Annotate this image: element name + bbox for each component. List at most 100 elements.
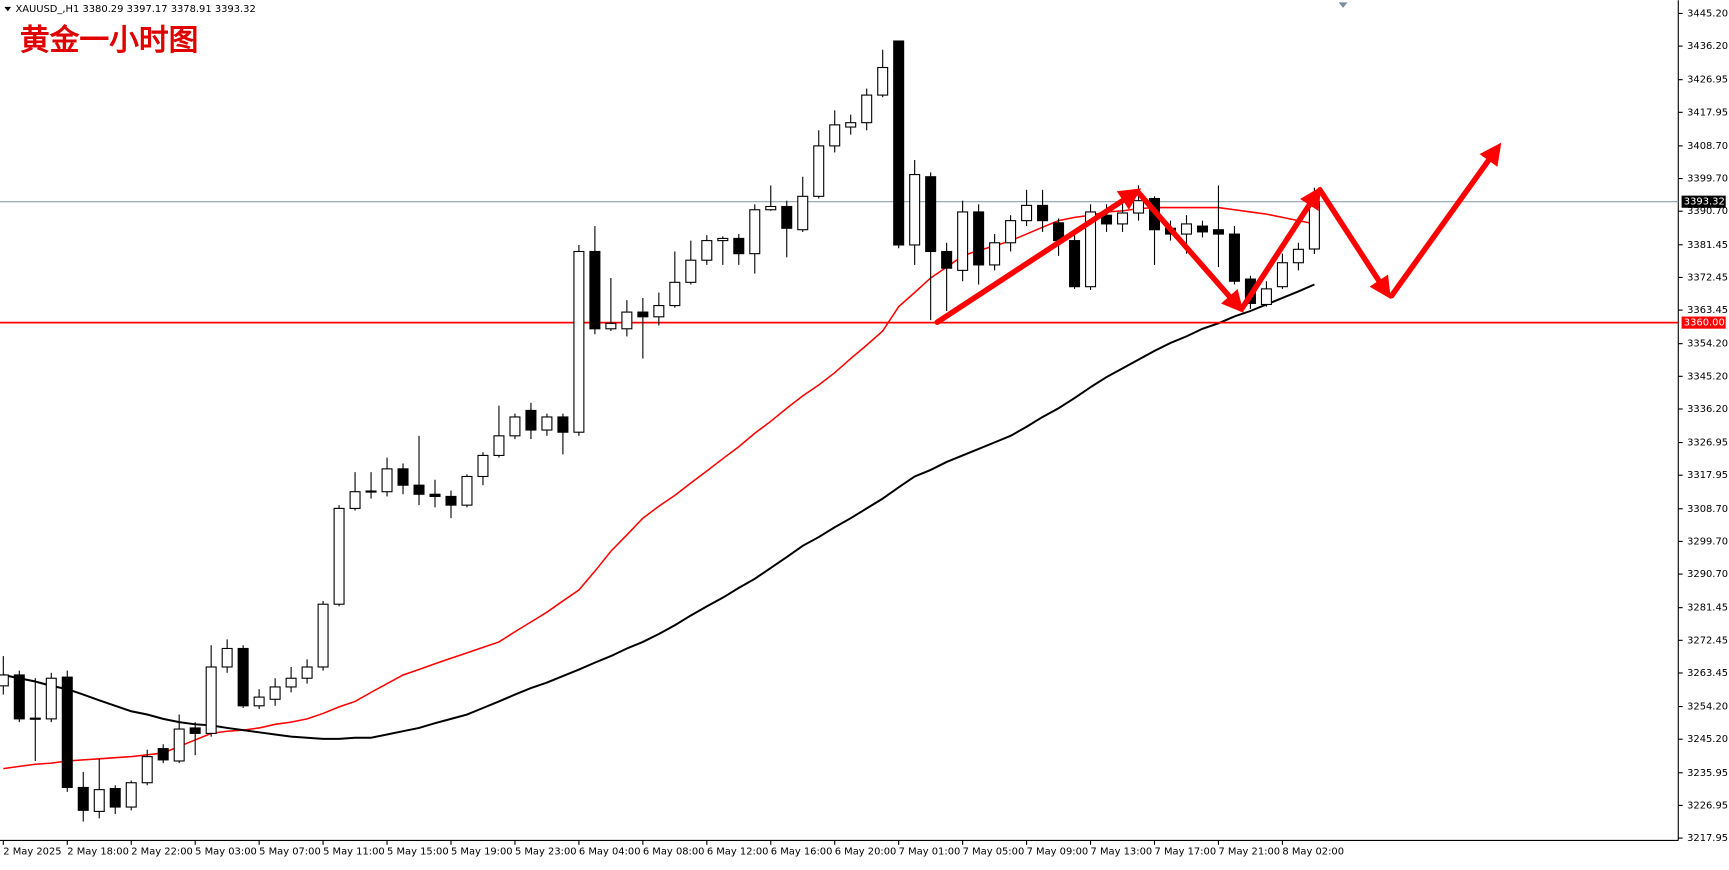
candle-body <box>1069 240 1081 288</box>
candle-body <box>397 468 409 486</box>
y-tick-label: 3317.95 <box>1687 470 1728 481</box>
candle-body <box>733 237 745 255</box>
y-tick-label: 3235.95 <box>1687 768 1728 779</box>
candle-body <box>1308 201 1320 250</box>
candle-body <box>701 240 713 261</box>
candle-body <box>29 717 41 720</box>
candle-body <box>605 322 617 330</box>
candle-body <box>1037 204 1049 222</box>
candle-body <box>1292 248 1304 264</box>
arrow <box>1238 186 1322 312</box>
x-tick-label: 2 May 18:00 <box>67 846 129 857</box>
x-tick-label: 5 May 23:00 <box>515 846 577 857</box>
x-tick-label: 7 May 13:00 <box>1091 846 1153 857</box>
candle-body <box>685 259 697 283</box>
candle-body <box>877 66 889 96</box>
x-tick-label: 5 May 07:00 <box>259 846 321 857</box>
candle-body <box>525 409 537 431</box>
candle-body <box>749 209 761 255</box>
y-tick-label: 3417.95 <box>1687 107 1728 118</box>
chart-title: 黄金一小时图 <box>20 23 199 58</box>
y-tick-label: 3281.45 <box>1687 603 1728 614</box>
candle-body <box>957 211 969 271</box>
x-tick-label: 7 May 21:00 <box>1218 846 1280 857</box>
open: 3380.29 <box>82 4 123 15</box>
moving-average <box>3 283 1315 740</box>
candle-body <box>45 677 57 720</box>
candle-body <box>445 495 457 506</box>
menu-icon <box>4 6 12 12</box>
candle-body <box>429 493 441 497</box>
arrow <box>1317 187 1391 300</box>
candle-body <box>1005 220 1017 244</box>
candle-body <box>941 250 953 269</box>
candle-body <box>557 416 569 433</box>
candle-body <box>141 756 153 784</box>
candle-body <box>1117 212 1129 225</box>
candle-body <box>653 305 665 318</box>
candle-body <box>797 195 809 231</box>
y-tick-label: 3363.45 <box>1687 305 1728 316</box>
candle-body <box>845 122 857 128</box>
candle-body <box>317 603 329 668</box>
y-tick-label: 3226.95 <box>1687 800 1728 811</box>
candle-body <box>669 281 681 307</box>
annotation-arrows <box>934 142 1502 325</box>
candle-body <box>573 250 585 433</box>
y-tick-label: 3372.45 <box>1687 272 1728 283</box>
candle-body <box>509 416 521 437</box>
candle-body <box>0 674 9 687</box>
candle-body <box>125 782 137 808</box>
y-tick-label: 3217.95 <box>1687 833 1728 844</box>
y-tick-label: 3308.70 <box>1687 504 1728 515</box>
x-tick-label: 6 May 16:00 <box>771 846 833 857</box>
y-tick-label: 3326.95 <box>1687 438 1728 449</box>
candle-body <box>157 748 169 761</box>
candle-body <box>381 468 393 493</box>
y-tick-label: 3245.20 <box>1687 734 1728 745</box>
candle-body <box>61 676 73 789</box>
x-tick-label: 6 May 08:00 <box>643 846 705 857</box>
y-tick-label: 3399.70 <box>1687 174 1728 185</box>
arrow <box>1388 142 1502 299</box>
high: 3397.17 <box>127 4 168 15</box>
candle-body <box>189 727 201 734</box>
candle-body <box>541 416 553 431</box>
low: 3378.91 <box>171 4 212 15</box>
x-tick-label: 7 May 17:00 <box>1155 846 1217 857</box>
y-tick-label: 3408.70 <box>1687 141 1728 152</box>
candle-body <box>813 145 825 197</box>
candle-body <box>1196 225 1208 233</box>
candle-body <box>781 205 793 229</box>
candle-body <box>93 789 105 812</box>
candle-body <box>1228 233 1240 282</box>
x-tick-label: 6 May 04:00 <box>579 846 641 857</box>
symbol: XAUUSD_,H1 <box>15 4 79 15</box>
shift-marker <box>1338 2 1348 8</box>
candle-body <box>349 491 361 509</box>
x-tick-label: 7 May 01:00 <box>899 846 961 857</box>
candle-body <box>1260 288 1272 306</box>
y-tick-label: 3254.20 <box>1687 702 1728 713</box>
level-line-label: 3360.00 <box>1684 318 1725 329</box>
candle-body <box>461 475 473 506</box>
candle-body <box>1133 200 1145 214</box>
candle-body <box>413 484 425 495</box>
candle-body <box>477 454 489 478</box>
level-line-tag <box>1681 316 1726 329</box>
candle-body <box>253 696 265 707</box>
y-tick-label: 3426.95 <box>1687 75 1728 86</box>
candle-body <box>861 94 873 124</box>
y-tick-label: 3299.70 <box>1687 536 1728 547</box>
x-tick-label: 6 May 20:00 <box>835 846 897 857</box>
y-tick-label: 3336.20 <box>1687 404 1728 415</box>
candle-body <box>621 311 633 330</box>
candle-body <box>221 647 233 668</box>
y-tick-label: 3436.20 <box>1687 41 1728 52</box>
candle-body <box>493 435 505 456</box>
candle-body <box>285 677 297 688</box>
y-tick-label: 3263.45 <box>1687 668 1728 679</box>
